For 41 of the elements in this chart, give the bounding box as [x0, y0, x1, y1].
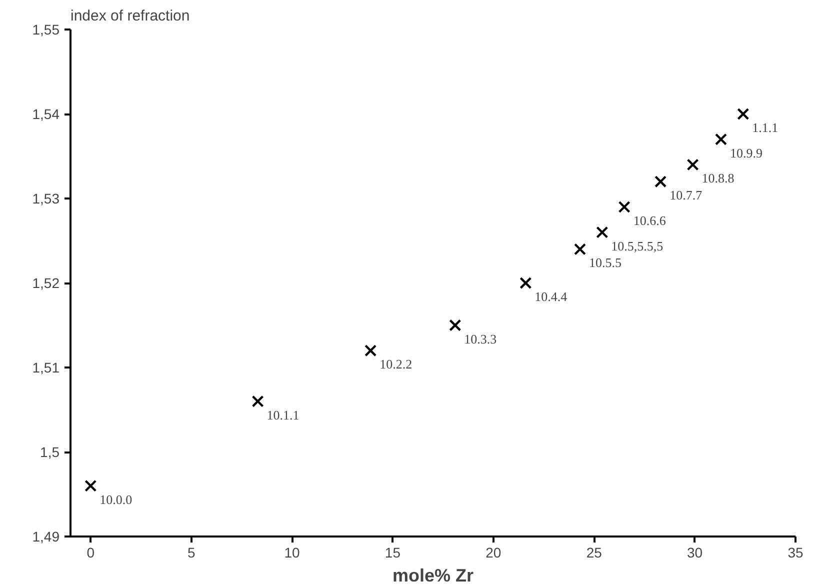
- x-axis-title: mole% Zr: [392, 566, 474, 586]
- x-tick-label: 0: [86, 544, 95, 560]
- point: [252, 395, 264, 408]
- point: [520, 276, 532, 290]
- y-tick-label: 1,54: [32, 106, 60, 122]
- x-tick-label: 15: [384, 544, 401, 560]
- x-tick-label: 10: [284, 544, 300, 560]
- y-tick-label: 1,51: [32, 360, 60, 376]
- point: [686, 158, 699, 171]
- x-tick-label: 5: [187, 544, 196, 560]
- annotation: 10.7.7: [670, 188, 703, 203]
- point: [84, 480, 97, 492]
- annotation: 10.3.3: [464, 331, 497, 346]
- y-tick-label: 1,49: [32, 528, 60, 544]
- point: [449, 319, 462, 332]
- y-tick-label: 1,55: [32, 22, 60, 38]
- annotation: 10.4.4: [534, 289, 568, 304]
- annotation: 10.1.1: [266, 407, 300, 422]
- y-tick-label: 1,5: [40, 444, 60, 460]
- x-tick-label: 25: [586, 544, 602, 560]
- annotation: 10.9.9: [730, 145, 762, 160]
- point: [714, 133, 728, 146]
- point: [737, 108, 750, 120]
- x-tick-label: 35: [788, 544, 804, 560]
- point: [654, 176, 667, 188]
- point: [364, 344, 377, 357]
- annotation: 10.2.2: [380, 356, 412, 372]
- annotation: 10.5,5.5,5: [611, 238, 664, 254]
- x-tick-label: 20: [486, 544, 502, 560]
- annotation: 10.8.8: [702, 170, 734, 186]
- annotation: 10.5.5: [589, 255, 622, 270]
- annotation: 1.1.1: [752, 120, 778, 135]
- y-tick-label: 1,53: [32, 190, 60, 206]
- x-tick-label: 30: [687, 544, 703, 560]
- y-tick-label: 1,52: [32, 275, 60, 291]
- y-axis-title: index of refraction: [70, 8, 190, 24]
- point: [596, 226, 608, 238]
- point: [618, 200, 630, 213]
- annotation: 10.6.6: [633, 212, 666, 228]
- point: [574, 243, 586, 256]
- annotation: 10.0.0: [100, 492, 132, 507]
